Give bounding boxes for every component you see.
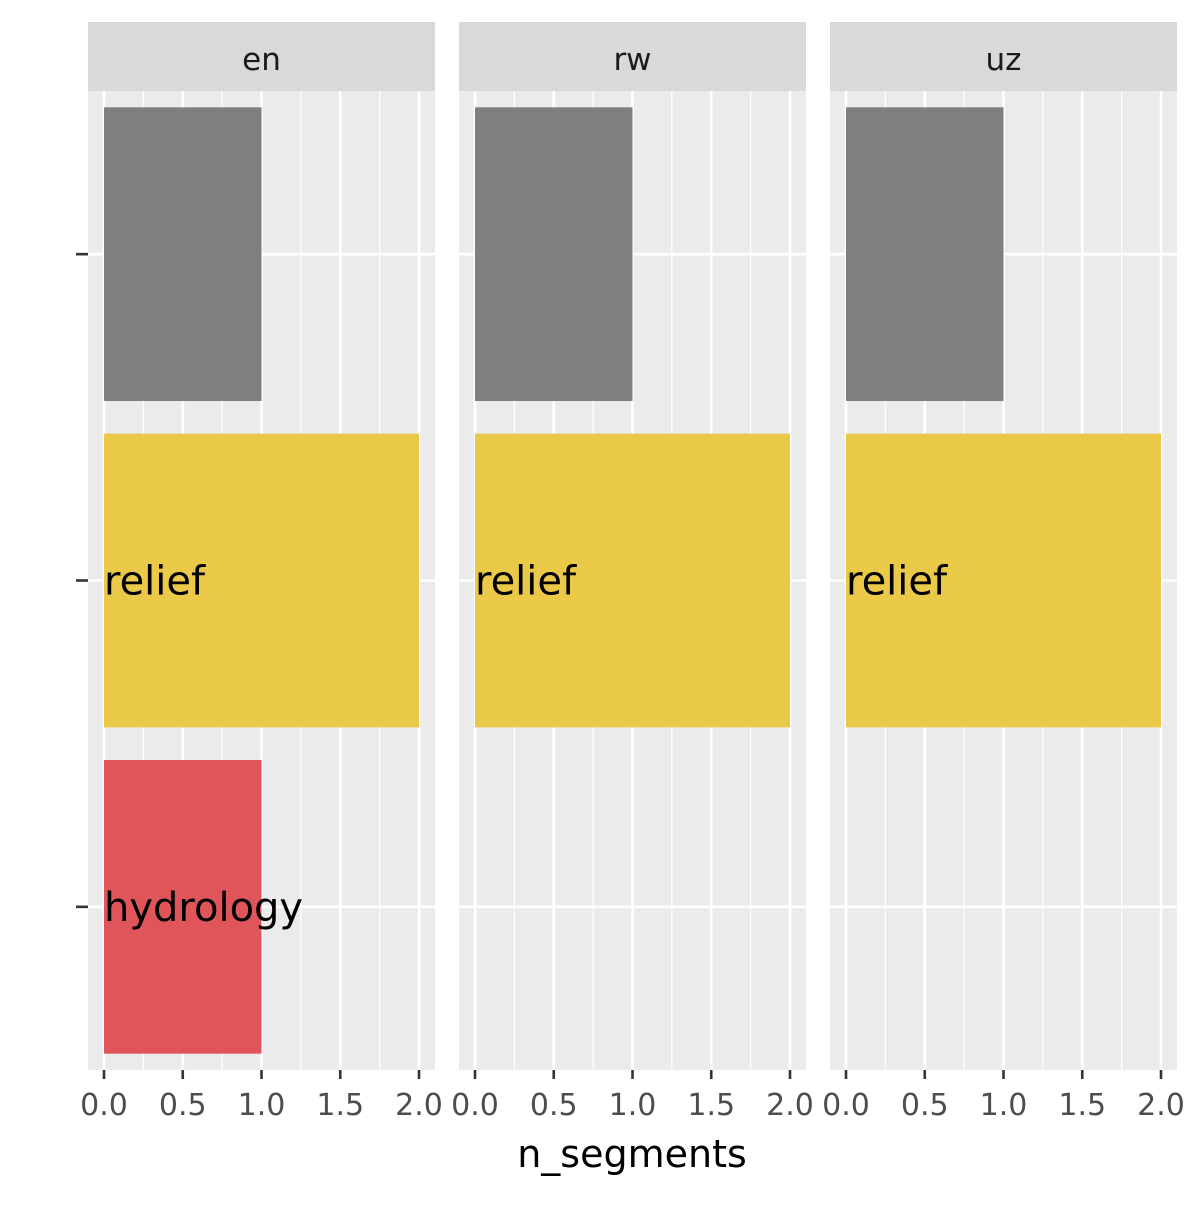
bar-uz-1: [846, 433, 1161, 728]
x-tick-label-uz-2: 1.0: [980, 1088, 1028, 1123]
x-tick-label-uz-4: 2.0: [1137, 1088, 1185, 1123]
x-tick-label-en-3: 1.5: [316, 1088, 364, 1123]
x-tick-label-en-1: 0.5: [159, 1088, 207, 1123]
bar-rw-0: [475, 107, 633, 402]
facet-strip-label-rw: rw: [613, 42, 651, 78]
x-tick-label-rw-3: 1.5: [687, 1088, 735, 1123]
bar-label-en-1: relief: [104, 559, 206, 605]
x-axis-title: n_segments: [517, 1132, 747, 1176]
bar-label-rw-1: relief: [475, 559, 577, 605]
facet-strip-rw: [459, 22, 806, 91]
bar-en-2: [104, 759, 262, 1054]
bar-label-en-2: hydrology: [104, 885, 303, 931]
facet-strip-label-en: en: [242, 42, 281, 78]
x-tick-label-rw-4: 2.0: [766, 1088, 814, 1123]
bar-en-0: [104, 107, 262, 402]
facet-strip-en: [88, 22, 435, 91]
bar-label-uz-1: relief: [846, 559, 948, 605]
bar-rw-1: [475, 433, 790, 728]
x-tick-label-en-0: 0.0: [80, 1088, 128, 1123]
facet-strip-uz: [830, 22, 1177, 91]
x-tick-label-rw-2: 1.0: [609, 1088, 657, 1123]
x-tick-label-uz-3: 1.5: [1058, 1088, 1106, 1123]
facet-strip-label-uz: uz: [986, 42, 1022, 78]
x-tick-label-rw-0: 0.0: [451, 1088, 499, 1123]
x-tick-label-en-4: 2.0: [395, 1088, 443, 1123]
bar-en-1: [104, 433, 419, 728]
x-tick-label-rw-1: 0.5: [530, 1088, 578, 1123]
x-tick-label-en-2: 1.0: [238, 1088, 286, 1123]
x-tick-label-uz-1: 0.5: [901, 1088, 949, 1123]
bar-uz-0: [846, 107, 1004, 402]
x-tick-label-uz-0: 0.0: [822, 1088, 870, 1123]
